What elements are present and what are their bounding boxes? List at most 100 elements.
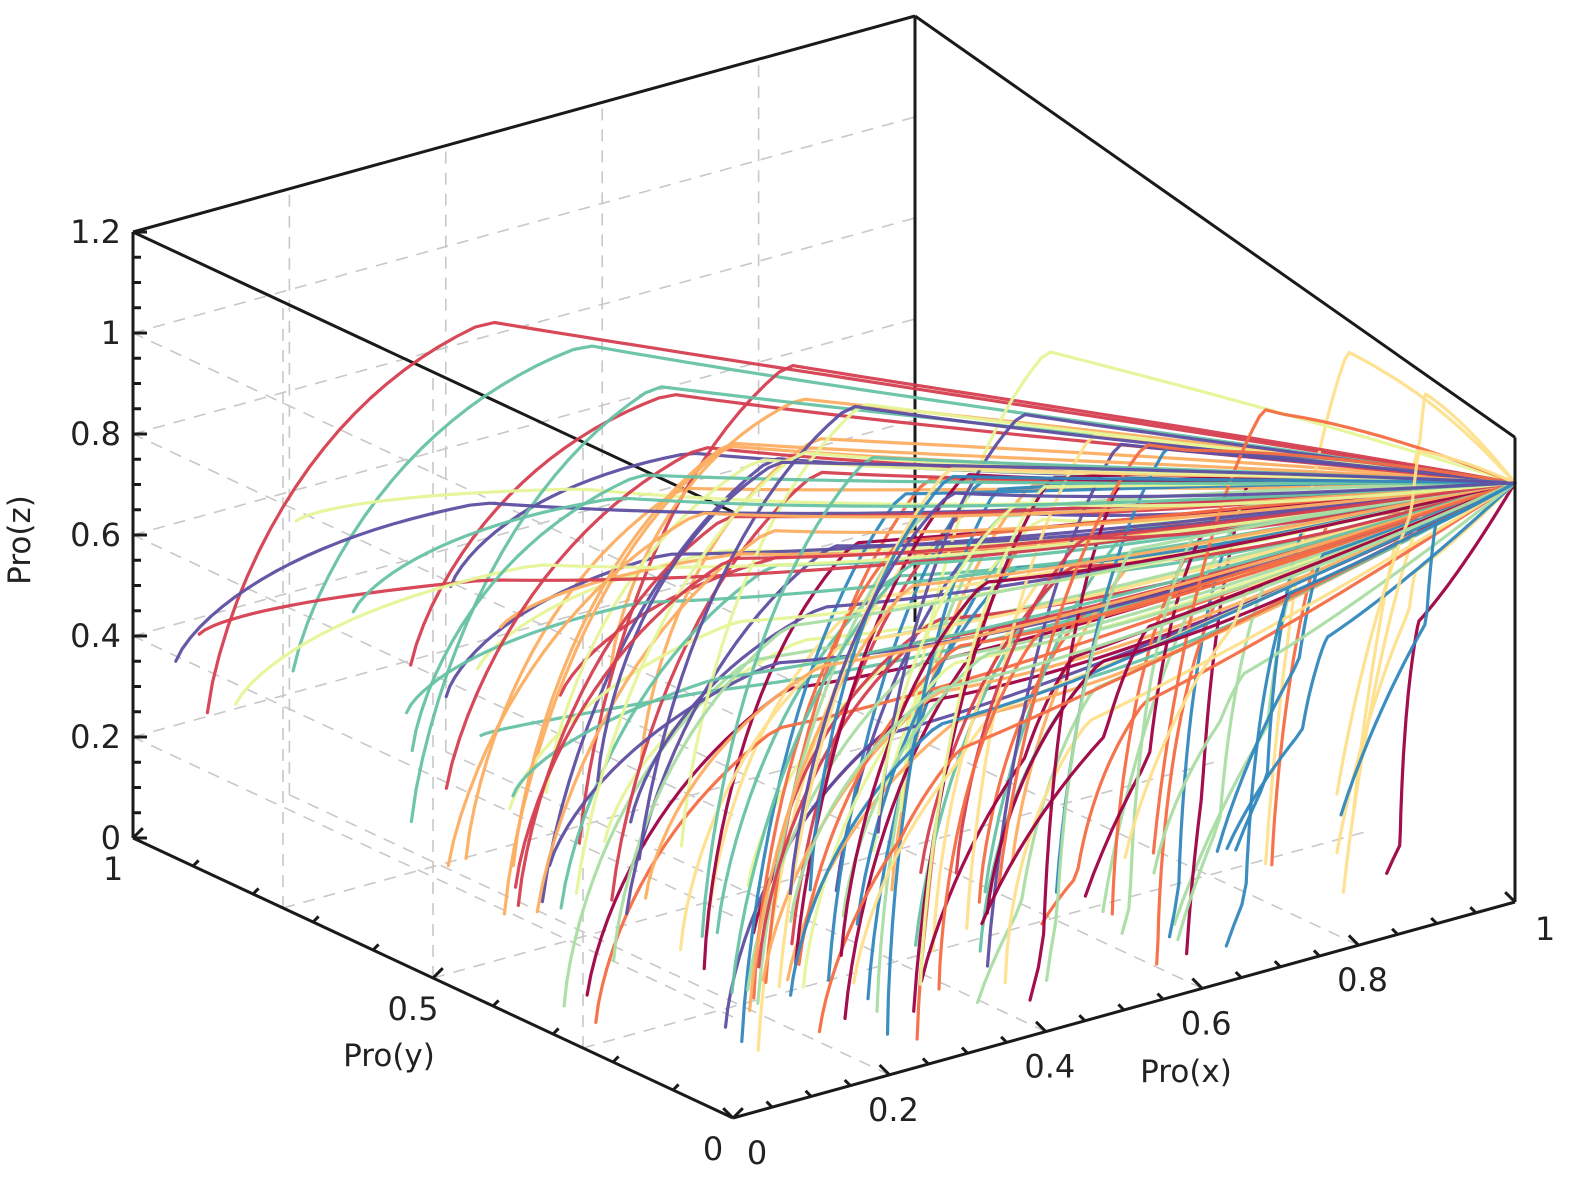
y-tick (431, 967, 444, 980)
y-tick-label: 0 (703, 1130, 723, 1168)
gridline-z-left (132, 433, 734, 715)
y-tick (191, 859, 200, 868)
y-tick-label: 0.5 (388, 990, 439, 1028)
x-axis-title: Pro(x) (1140, 1054, 1232, 1090)
z-tick-label: 0 (101, 819, 121, 857)
x-tick (843, 1078, 852, 1087)
series-layer (174, 320, 1517, 1052)
y-tick (371, 943, 380, 952)
trajectory-line (513, 481, 1517, 889)
x-tick-label: 0 (747, 1134, 767, 1172)
trajectory-line (808, 474, 1517, 892)
trajectory-line (997, 443, 1517, 887)
tick-layer (131, 230, 1517, 1120)
trajectory-line (205, 320, 1517, 715)
x-tick (1191, 977, 1204, 990)
x-tick (1347, 934, 1360, 947)
gridline-z-back (132, 318, 916, 536)
x-tick (1000, 1035, 1008, 1044)
y-tick (731, 1107, 744, 1120)
trajectory-line (574, 451, 1517, 895)
x-tick (1273, 960, 1282, 968)
x-tick (1234, 970, 1243, 979)
trajectory-line (535, 481, 1517, 914)
trajectory-line (639, 437, 1517, 761)
x-tick-label: 0.2 (868, 1091, 919, 1129)
x-tick (878, 1063, 891, 1076)
frame-top-right (914, 14, 1516, 439)
trajectory-line (410, 473, 1517, 753)
x-tick-label: 0.8 (1337, 961, 1388, 999)
gridline-y-floor (582, 831, 1366, 1049)
gridline-z-left (132, 534, 734, 816)
trajectory-line (789, 481, 1517, 997)
x-tick (1117, 1003, 1126, 1012)
trajectory-line (788, 481, 1517, 895)
x-tick (1156, 992, 1165, 1001)
x-tick (1034, 1020, 1047, 1033)
gridline-z-back (132, 116, 916, 334)
z-tick-label: 0.8 (70, 415, 121, 453)
y-tick (131, 827, 144, 840)
x-tick (722, 1107, 735, 1120)
trajectory-line (1335, 449, 1517, 796)
trajectory-line (351, 481, 1517, 614)
trajectory-line (1224, 481, 1517, 948)
trajectory-line (1152, 481, 1517, 875)
x-tick (1078, 1014, 1086, 1022)
trajectory-line (644, 481, 1517, 900)
gridline-x-floor (445, 750, 1047, 1033)
x-tick (765, 1100, 774, 1109)
trajectory-line (1045, 481, 1517, 982)
z-tick-label: 0.6 (70, 516, 121, 554)
x-tick (960, 1046, 969, 1055)
grid-layer (132, 15, 1366, 1076)
trajectory-line (1385, 481, 1517, 875)
trajectory-line (1003, 481, 1517, 985)
y-tick (491, 999, 500, 1008)
x-tick (804, 1089, 813, 1098)
x-tick (1504, 891, 1517, 904)
z-tick-label: 1 (101, 314, 121, 352)
z-tick-label: 1.2 (70, 213, 121, 251)
z-tick-label: 0.2 (70, 718, 121, 756)
gridline-z-left (132, 635, 734, 917)
trajectory-line (746, 481, 1517, 992)
trajectory-line (937, 481, 1517, 991)
trajectory-line (637, 404, 1517, 861)
z-axis-title: Pro(z) (2, 495, 38, 585)
y-tick (611, 1055, 620, 1064)
trajectory-line (1040, 481, 1517, 926)
gridline-y-floor (432, 761, 1216, 979)
gridline-x-floor (758, 664, 1359, 946)
trajectory-line (877, 481, 1517, 816)
y-tick (551, 1027, 560, 1036)
trajectory-line (511, 441, 1517, 868)
z-tick-label: 0.4 (70, 617, 121, 655)
x-tick (1312, 949, 1321, 958)
x-tick (1469, 906, 1477, 914)
trajectory-line (899, 350, 1517, 813)
x-tick (921, 1057, 930, 1066)
x-tick (1430, 916, 1438, 925)
y-tick-label: 1 (103, 850, 123, 888)
trajectory-line (234, 481, 1517, 706)
trajectory-line (1225, 481, 1517, 851)
trajectory-line (980, 481, 1517, 926)
label-layer: 00.20.40.60.811.200.20.40.60.8100.51Pro(… (2, 213, 1555, 1172)
gridline-z-left (132, 736, 734, 1018)
gridline-x-floor (601, 707, 1203, 990)
trajectory-line (748, 481, 1517, 1013)
trajectory-line (789, 481, 1517, 923)
y-axis-title: Pro(y) (343, 1038, 435, 1074)
x-tick-label: 0.4 (1024, 1048, 1075, 1086)
y-tick (671, 1083, 680, 1092)
x-tick-label: 1 (1535, 910, 1555, 948)
x-tick (1391, 927, 1399, 936)
x-tick-label: 0.6 (1181, 1004, 1232, 1042)
trajectory-line (596, 460, 1517, 783)
trajectory-line (875, 481, 1517, 1013)
y-tick (311, 915, 320, 924)
